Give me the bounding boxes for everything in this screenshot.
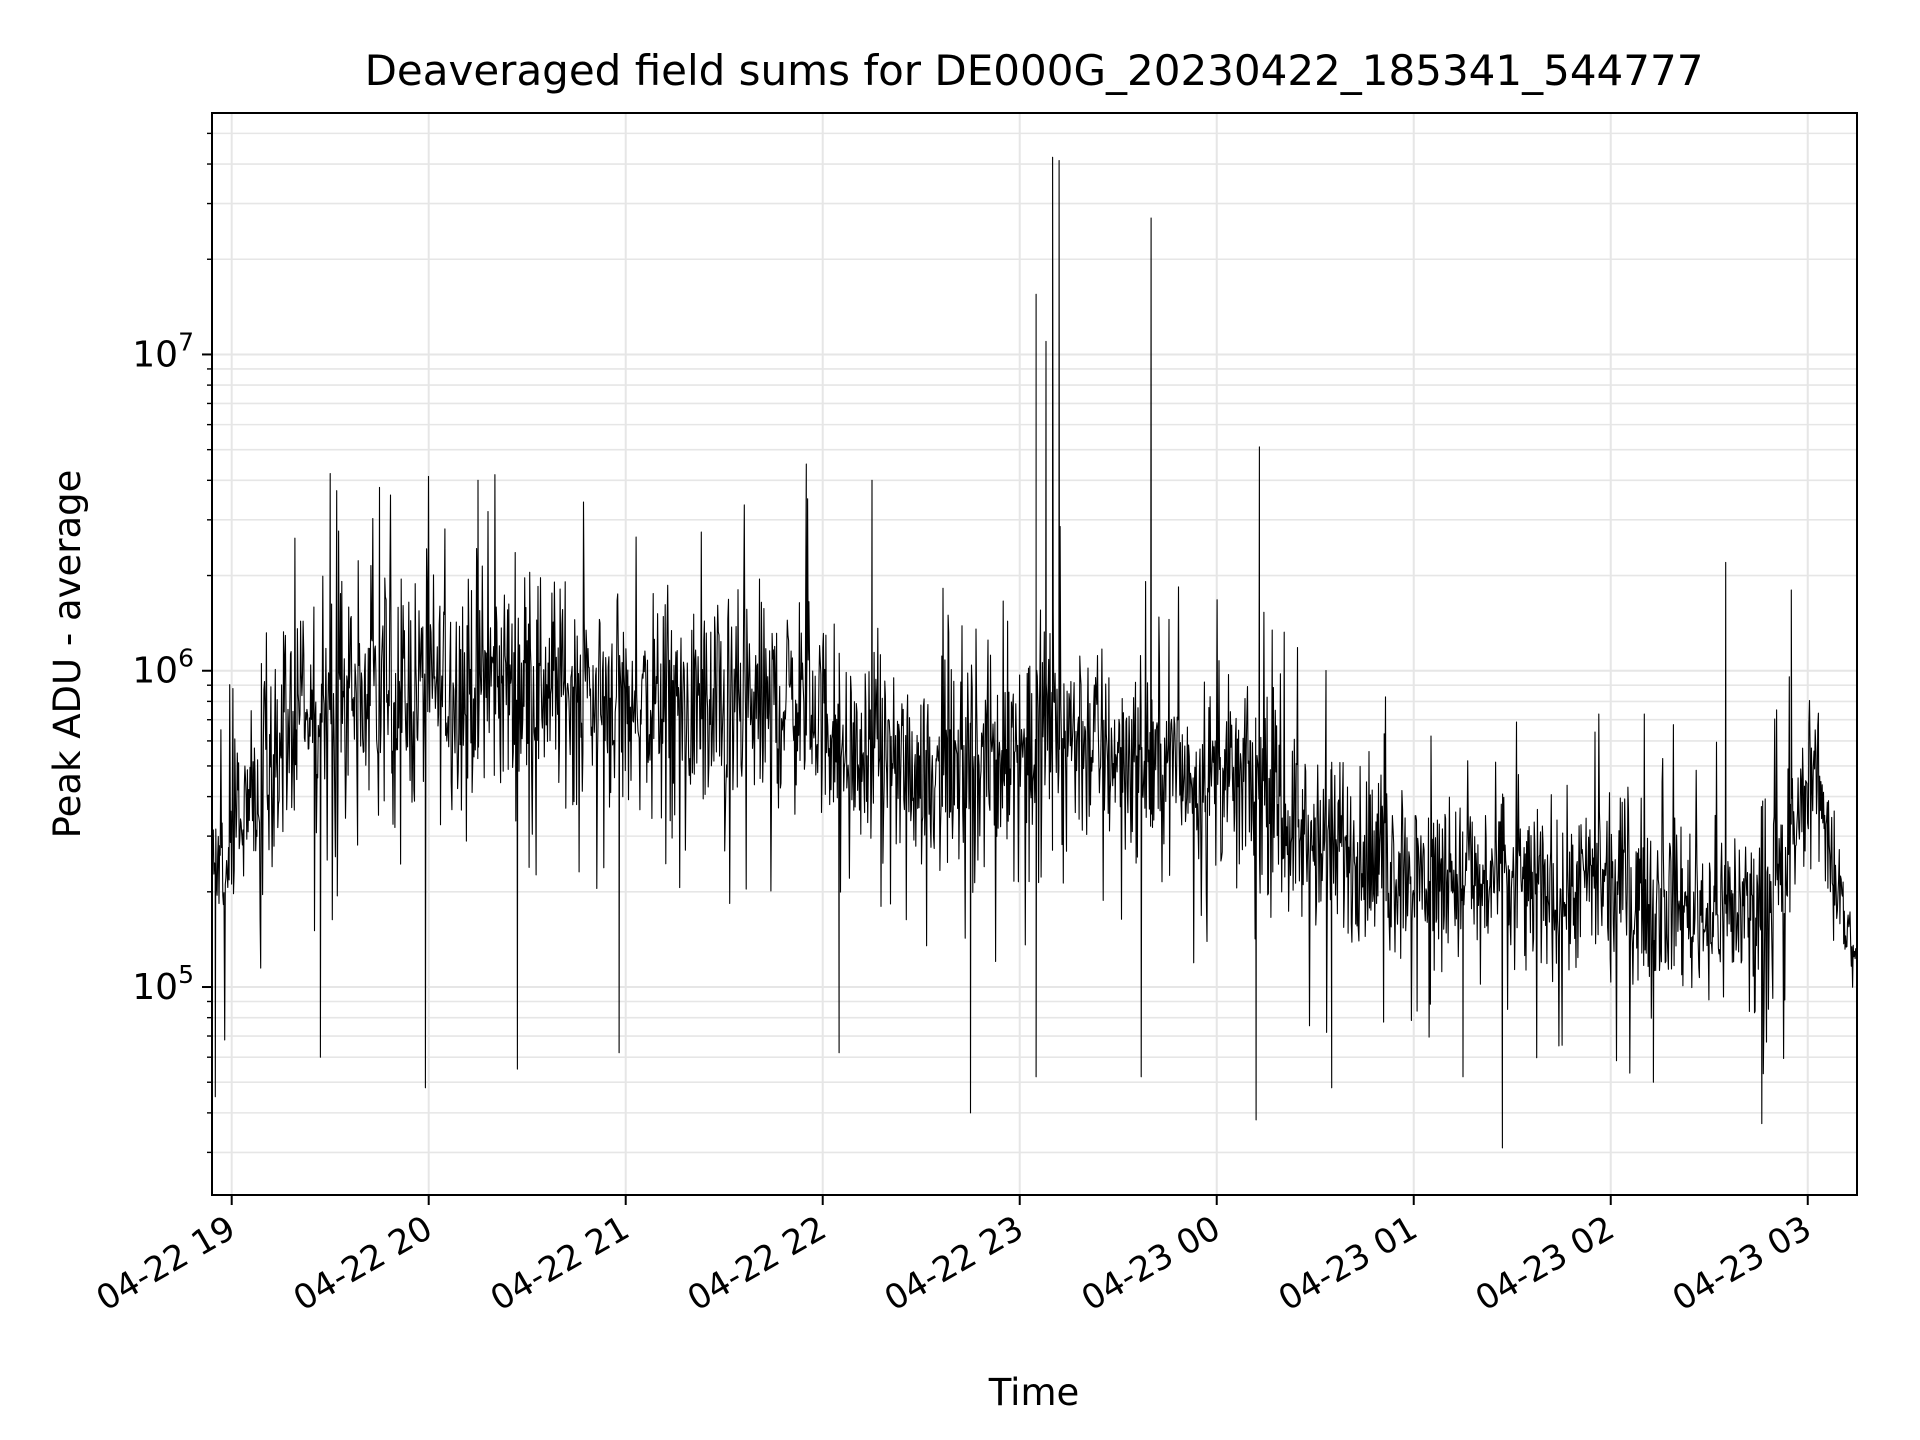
plot-frame — [211, 112, 1858, 1196]
series-layer — [211, 156, 1858, 1149]
x-tick-label: 04-22 23 — [878, 1208, 1030, 1319]
x-tick-label: 04-22 21 — [484, 1208, 636, 1319]
x-tick-label: 04-22 19 — [90, 1208, 242, 1319]
x-tick-label: 04-23 03 — [1666, 1208, 1818, 1319]
x-tick-label: 04-23 01 — [1272, 1208, 1424, 1319]
x-axis-ticks: 04-22 19 04-22 20 04-22 21 04-22 22 04-22 23… — [90, 1195, 1818, 1319]
series-line — [211, 156, 1858, 1149]
x-tick-label: 04-23 02 — [1469, 1208, 1621, 1319]
y-axis-label: Peak ADU - average — [46, 470, 89, 839]
grid-lines — [212, 113, 1857, 1195]
chart-title: Deaveraged field sums for DE000G_2023042… — [365, 46, 1704, 95]
y-axis-ticks: 105 106 107 — [132, 132, 212, 1154]
x-tick-label: 04-22 22 — [681, 1208, 833, 1319]
y-tick-label: 106 — [132, 644, 194, 692]
y-tick-label: 105 — [132, 960, 194, 1008]
x-axis-label: Time — [988, 1371, 1080, 1414]
y-tick-label: 107 — [132, 327, 194, 375]
x-tick-label: 04-23 00 — [1075, 1208, 1227, 1319]
x-tick-label: 04-22 20 — [287, 1208, 439, 1319]
